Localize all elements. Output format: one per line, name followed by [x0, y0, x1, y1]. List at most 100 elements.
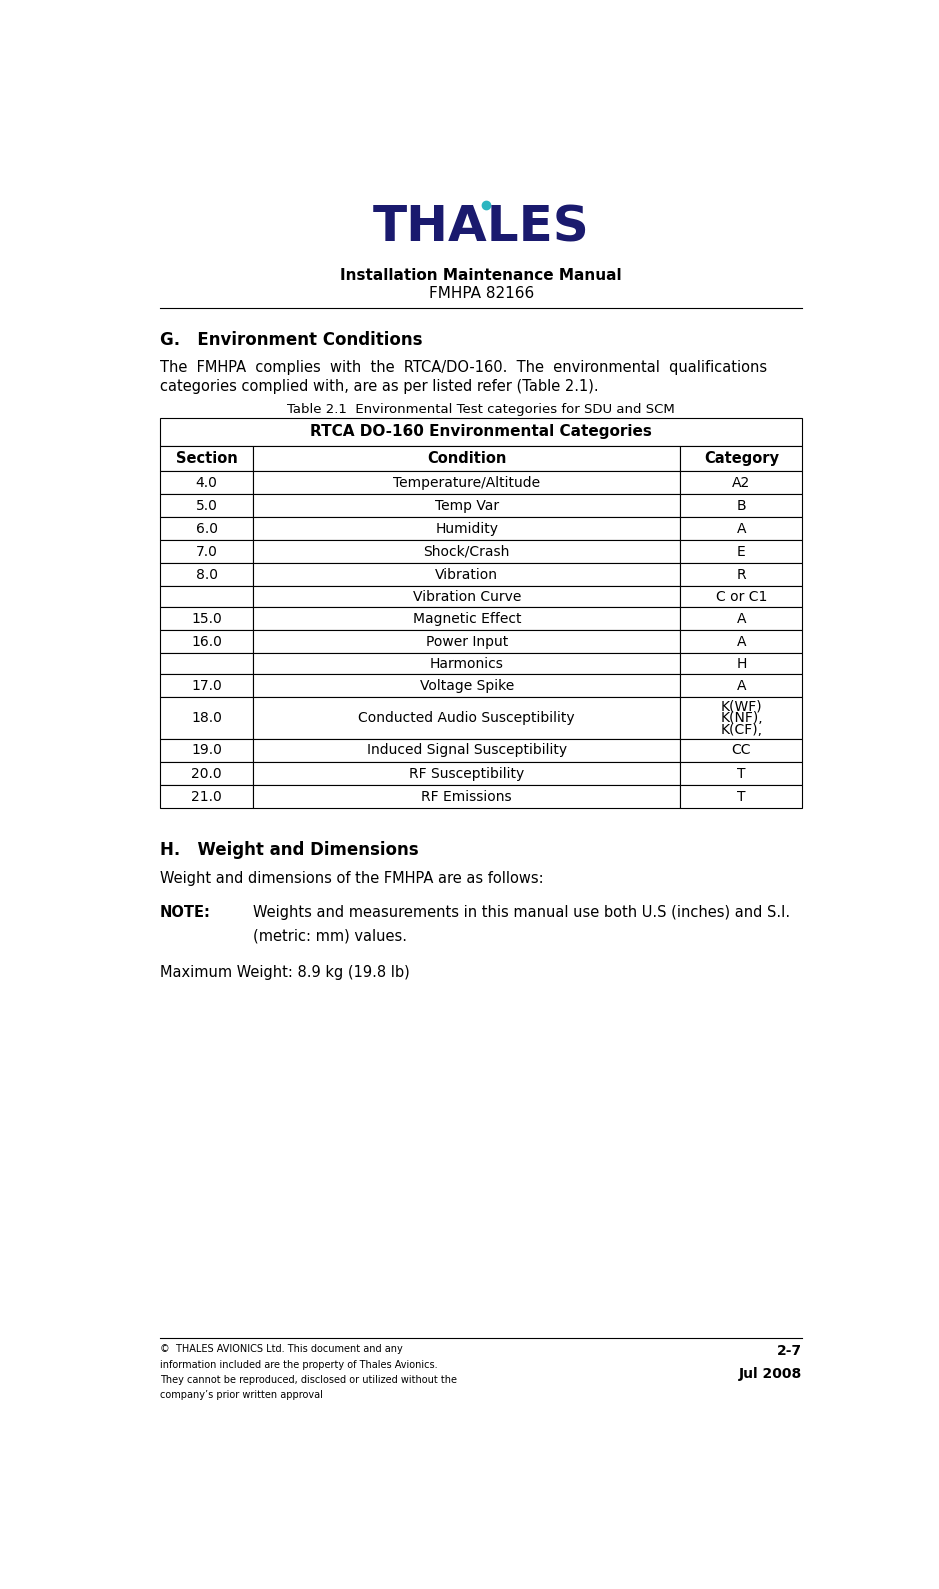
Bar	[681, 785, 803, 809]
Bar	[254, 631, 681, 653]
Bar	[681, 698, 803, 739]
Bar	[681, 631, 803, 653]
Text: A: A	[737, 521, 747, 535]
Bar	[681, 445, 803, 470]
Text: categories complied with, are as per listed refer (Table 2.1).: categories complied with, are as per lis…	[160, 380, 599, 394]
Bar	[160, 516, 254, 540]
Text: R: R	[736, 567, 747, 582]
Text: NOTE:: NOTE:	[160, 906, 211, 920]
Text: H.   Weight and Dimensions: H. Weight and Dimensions	[160, 841, 419, 858]
Text: Section: Section	[176, 451, 238, 466]
Text: The  FMHPA  complies  with  the  RTCA/DO-160.  The  environmental  qualification: The FMHPA complies with the RTCA/DO-160.…	[160, 361, 767, 375]
Bar	[681, 607, 803, 631]
Text: Condition: Condition	[427, 451, 506, 466]
Bar	[160, 653, 254, 674]
Text: 16.0: 16.0	[192, 636, 222, 648]
Text: C or C1: C or C1	[716, 590, 767, 604]
Bar	[254, 586, 681, 607]
Text: Voltage Spike: Voltage Spike	[420, 679, 514, 693]
Text: E: E	[737, 545, 746, 559]
Bar	[254, 540, 681, 564]
Text: A: A	[737, 636, 747, 648]
Text: B: B	[736, 499, 747, 513]
Text: Table 2.1  Environmental Test categories for SDU and SCM: Table 2.1 Environmental Test categories …	[287, 404, 675, 416]
Bar	[160, 445, 254, 470]
Bar	[254, 607, 681, 631]
Bar	[254, 739, 681, 763]
Bar	[254, 763, 681, 785]
Text: information included are the property of Thales Avionics.: information included are the property of…	[160, 1360, 438, 1370]
Text: Harmonics: Harmonics	[430, 656, 503, 671]
Text: 17.0: 17.0	[192, 679, 222, 693]
Bar	[160, 763, 254, 785]
Bar	[681, 540, 803, 564]
Text: 6.0: 6.0	[195, 521, 218, 535]
Bar	[681, 470, 803, 494]
Text: Category: Category	[704, 451, 779, 466]
Text: G.   Environment Conditions: G. Environment Conditions	[160, 331, 423, 350]
Text: 2-7: 2-7	[777, 1344, 803, 1359]
Text: H: H	[736, 656, 747, 671]
Bar	[254, 494, 681, 516]
Text: Vibration Curve: Vibration Curve	[412, 590, 521, 604]
Text: 4.0: 4.0	[195, 475, 218, 489]
Bar	[160, 674, 254, 698]
Text: Temp Var: Temp Var	[435, 499, 499, 513]
Text: 20.0: 20.0	[192, 766, 222, 780]
Bar	[160, 586, 254, 607]
Bar	[160, 470, 254, 494]
Text: Jul 2008: Jul 2008	[739, 1367, 803, 1381]
Text: FMHPA 82166: FMHPA 82166	[428, 286, 534, 300]
Text: Vibration: Vibration	[436, 567, 499, 582]
Bar	[160, 540, 254, 564]
Bar	[160, 739, 254, 763]
Text: Conducted Audio Susceptibility: Conducted Audio Susceptibility	[359, 712, 575, 725]
Bar	[254, 785, 681, 809]
Text: Shock/Crash: Shock/Crash	[423, 545, 510, 559]
Bar	[681, 564, 803, 586]
Text: Power Input: Power Input	[425, 636, 508, 648]
Bar	[254, 470, 681, 494]
Bar	[160, 418, 803, 445]
Text: K(WF): K(WF)	[720, 699, 762, 713]
Bar	[681, 494, 803, 516]
Text: Weight and dimensions of the FMHPA are as follows:: Weight and dimensions of the FMHPA are a…	[160, 871, 544, 887]
Text: THALES: THALES	[373, 203, 590, 251]
Bar	[254, 674, 681, 698]
Bar	[160, 607, 254, 631]
Text: A2: A2	[732, 475, 750, 489]
Text: CC: CC	[731, 744, 751, 758]
Bar	[254, 445, 681, 470]
Bar	[160, 698, 254, 739]
Bar	[681, 763, 803, 785]
Bar	[681, 586, 803, 607]
Text: Installation Maintenance Manual: Installation Maintenance Manual	[341, 269, 622, 283]
Text: Induced Signal Susceptibility: Induced Signal Susceptibility	[367, 744, 567, 758]
Text: Humidity: Humidity	[436, 521, 499, 535]
Text: Temperature/Altitude: Temperature/Altitude	[393, 475, 540, 489]
Bar	[681, 516, 803, 540]
Text: K(CF),: K(CF),	[720, 723, 762, 737]
Text: 8.0: 8.0	[195, 567, 218, 582]
Bar	[681, 674, 803, 698]
Bar	[254, 653, 681, 674]
Text: A: A	[737, 679, 747, 693]
Text: 15.0: 15.0	[192, 612, 222, 626]
Text: (metric: mm) values.: (metric: mm) values.	[253, 928, 407, 944]
Bar	[681, 739, 803, 763]
Bar	[254, 698, 681, 739]
Bar	[160, 631, 254, 653]
Text: They cannot be reproduced, disclosed or utilized without the: They cannot be reproduced, disclosed or …	[160, 1374, 457, 1386]
Text: A: A	[737, 612, 747, 626]
Bar	[254, 516, 681, 540]
Bar	[681, 653, 803, 674]
Bar	[160, 494, 254, 516]
Text: company’s prior written approval: company’s prior written approval	[160, 1390, 323, 1400]
Text: T: T	[737, 766, 746, 780]
Text: RF Susceptibility: RF Susceptibility	[409, 766, 524, 780]
Bar	[160, 564, 254, 586]
Text: RTCA DO-160 Environmental Categories: RTCA DO-160 Environmental Categories	[310, 424, 653, 439]
Text: 19.0: 19.0	[192, 744, 222, 758]
Text: T: T	[737, 790, 746, 804]
Text: 7.0: 7.0	[195, 545, 218, 559]
